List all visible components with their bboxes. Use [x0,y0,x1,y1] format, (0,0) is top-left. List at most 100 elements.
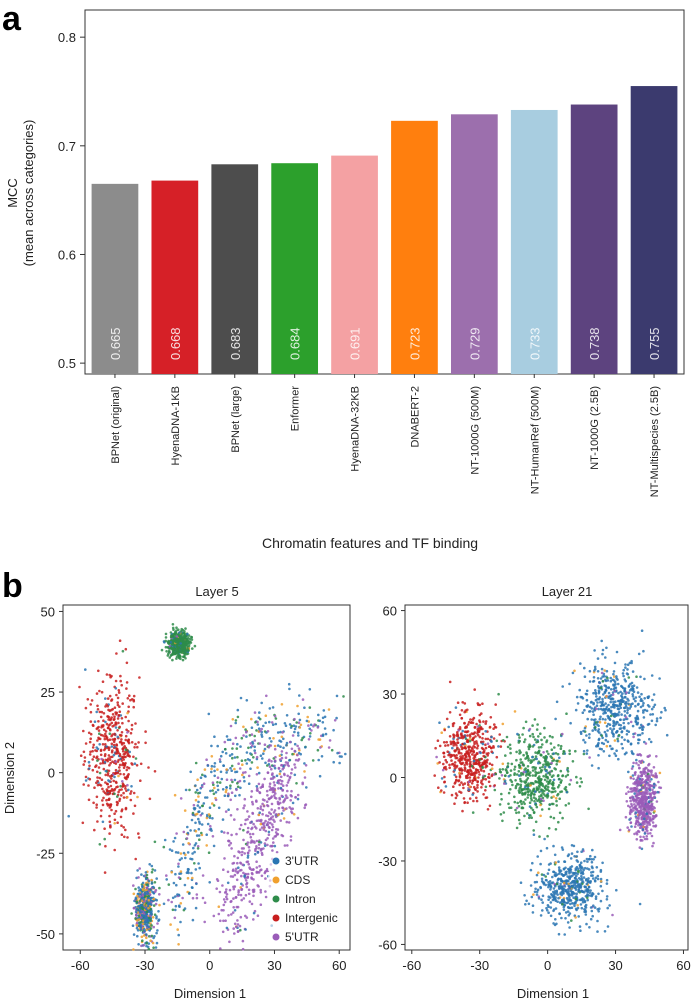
scatter-point [558,901,562,904]
scatter-point [594,728,597,732]
scatter-point [127,705,130,709]
scatter-point [569,902,572,906]
scatter-point [621,692,624,695]
scatter-point [155,941,159,945]
scatter-point [623,725,626,729]
scatter-point [251,811,254,815]
scatter-point [449,742,453,746]
scatter-point [262,804,266,808]
scatter-point [196,845,200,848]
scatter-point [247,888,251,892]
scatter-point [125,681,129,684]
scatter-point [531,745,535,748]
scatter-point [200,823,204,826]
scatter-point [266,794,269,797]
scatter-point [619,690,622,694]
scatter-point [170,871,173,874]
scatter-point [271,723,275,726]
scatter-point [466,801,469,804]
scatter-point [523,740,526,744]
scatter-point [578,863,582,867]
scatter-point [454,775,458,779]
scatter-point [479,751,482,755]
scatter-point [509,769,513,772]
scatter-point [581,890,585,894]
scatter-point [637,823,640,827]
scatter-point [225,768,228,771]
scatter-point [237,866,240,869]
scatter-point [452,785,455,788]
scatter-point [256,850,260,854]
scatter-point [285,820,289,824]
scatter-point [91,746,95,749]
scatter-point [626,668,629,671]
scatter-point [539,753,542,756]
scatter-point [273,790,276,793]
scatter-point [613,680,617,684]
scatter-point [145,873,149,877]
scatter-point [210,770,213,774]
scatter-point [150,887,154,890]
scatter-point [471,747,474,751]
scatter-point [242,871,245,875]
scatter-point [455,764,459,768]
scatter-point [96,770,99,774]
scatter-point [230,764,234,768]
scatter-point [174,904,178,908]
scatter-point [609,709,613,713]
scatter-point [255,773,259,776]
scatter-point [438,744,442,748]
scatter-point [650,719,654,723]
scatter-point [451,724,455,728]
scatter-point [270,760,273,763]
scatter-point [624,815,628,819]
scatter-point [332,728,335,732]
scatter-point [530,798,533,802]
scatter-point [112,753,116,757]
scatter-point [573,901,577,904]
scatter-point [282,737,285,741]
scatter-point [140,873,143,876]
scatter-point [478,758,482,761]
scatter-x-tick-label: 30 [267,958,281,973]
scatter-point [535,786,539,789]
scatter-point [197,827,201,831]
scatter-point [544,773,548,776]
scatter-point [608,904,611,907]
scatter-point [149,902,152,905]
scatter-point [554,918,557,921]
scatter-point [577,869,580,873]
scatter-point [132,892,136,896]
scatter-point [125,687,128,690]
scatter-point [269,777,273,780]
scatter-point [472,776,476,780]
scatter-point [490,767,494,770]
scatter-point [277,779,280,782]
scatter-point [296,731,300,735]
scatter-point [212,783,215,786]
scatter-point [555,759,558,763]
scatter-point [564,911,568,914]
scatter-point [475,799,479,803]
scatter-point [290,747,294,751]
scatter-y-tick-label: -25 [36,846,55,861]
scatter-point [229,798,232,802]
scatter-point [443,766,446,770]
scatter-point [592,713,595,716]
scatter-point [617,711,621,714]
scatter-point [628,707,631,710]
scatter-point [222,919,225,923]
legend-marker [272,857,280,865]
scatter-point [284,761,288,764]
scatter-point [129,798,133,802]
scatter-point [89,737,92,740]
scatter-point [543,736,546,739]
scatter-point [223,740,227,744]
scatter-point [599,879,603,883]
scatter-point [556,893,559,896]
scatter-point [519,761,523,764]
scatter-point [179,797,183,800]
scatter-point [558,760,561,763]
scatter-point [274,755,277,759]
scatter-point [289,799,293,802]
